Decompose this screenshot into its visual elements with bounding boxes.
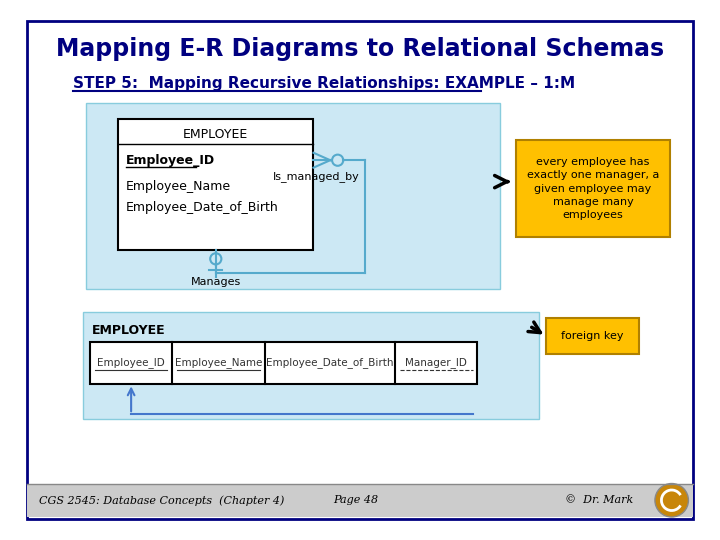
Bar [83,312,539,419]
Text: Manages: Manages [191,278,241,287]
Text: Employee_Date_of_Birth: Employee_Date_of_Birth [266,357,394,368]
Text: foreign key: foreign key [562,331,624,341]
Bar [86,103,500,288]
Text: every employee has
exactly one manager, a
given employee may
manage many
employe: every employee has exactly one manager, … [527,157,660,220]
Text: Employee_Date_of_Birth: Employee_Date_of_Birth [125,201,279,214]
Text: Page 48: Page 48 [333,495,378,505]
Bar [118,119,313,249]
Text: Employee_Name: Employee_Name [125,180,230,193]
Bar [90,342,477,383]
Text: EMPLOYEE: EMPLOYEE [92,324,166,337]
Text: Mapping E-R Diagrams to Relational Schemas: Mapping E-R Diagrams to Relational Schem… [56,37,664,60]
Text: STEP 5:  Mapping Recursive Relationships: EXAMPLE – 1:M: STEP 5: Mapping Recursive Relationships:… [73,77,575,91]
Text: Employee_Name: Employee_Name [175,357,262,368]
Text: Manager_ID: Manager_ID [405,357,467,368]
Text: EMPLOYEE: EMPLOYEE [183,127,248,140]
Bar [27,484,693,517]
Bar [546,319,639,354]
Text: ©  Dr. Mark: © Dr. Mark [564,495,633,505]
Text: CGS 2545: Database Concepts  (Chapter 4): CGS 2545: Database Concepts (Chapter 4) [39,495,284,505]
Bar [516,140,670,238]
Circle shape [655,483,688,517]
Text: Employee_ID: Employee_ID [125,154,215,167]
Text: Employee_ID: Employee_ID [97,357,165,368]
Text: Is_managed_by: Is_managed_by [274,171,360,183]
